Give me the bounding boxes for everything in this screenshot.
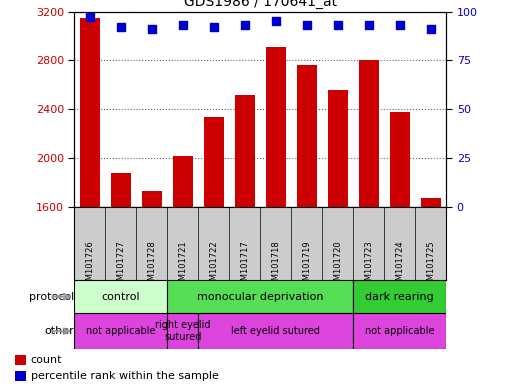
Text: not applicable: not applicable	[86, 326, 155, 336]
Text: monocular deprivation: monocular deprivation	[197, 291, 324, 302]
Bar	[421, 197, 441, 384]
Bar	[353, 313, 446, 349]
Point	[86, 14, 94, 20]
Point	[210, 24, 218, 30]
Text: GSM101724: GSM101724	[396, 240, 404, 291]
Text: GSM101721: GSM101721	[179, 240, 187, 291]
Point	[117, 24, 125, 30]
Text: GSM101717: GSM101717	[241, 240, 249, 291]
Bar	[390, 112, 410, 384]
Bar	[353, 280, 446, 313]
Text: percentile rank within the sample: percentile rank within the sample	[31, 371, 219, 381]
Bar	[80, 18, 100, 384]
Text: GSM101728: GSM101728	[147, 240, 156, 291]
Title: GDS1986 / 170641_at: GDS1986 / 170641_at	[184, 0, 337, 9]
Bar	[328, 90, 348, 384]
Point	[148, 26, 156, 32]
Bar	[167, 280, 353, 313]
Text: not applicable: not applicable	[365, 326, 435, 336]
Bar	[235, 95, 255, 384]
Bar	[359, 60, 379, 384]
Bar	[74, 280, 167, 313]
Point	[241, 22, 249, 28]
Bar	[74, 313, 167, 349]
Bar	[15, 355, 27, 365]
Text: GSM101719: GSM101719	[302, 240, 311, 291]
Text: GSM101718: GSM101718	[271, 240, 280, 291]
Bar	[199, 313, 353, 349]
Bar	[15, 371, 27, 381]
Point	[272, 18, 280, 25]
Text: GSM101723: GSM101723	[364, 240, 373, 291]
Bar	[297, 65, 317, 384]
Text: count: count	[31, 355, 62, 365]
Text: control: control	[102, 291, 140, 302]
Point	[179, 22, 187, 28]
Point	[334, 22, 342, 28]
Text: right eyelid
sutured: right eyelid sutured	[155, 320, 211, 342]
Point	[303, 22, 311, 28]
Text: dark rearing: dark rearing	[365, 291, 434, 302]
Text: protocol: protocol	[29, 291, 74, 302]
Bar	[142, 192, 162, 384]
Bar	[266, 47, 286, 384]
Bar	[167, 313, 199, 349]
Point	[427, 26, 435, 32]
Bar	[111, 173, 131, 384]
Bar	[204, 117, 224, 384]
Text: GSM101726: GSM101726	[85, 240, 94, 291]
Text: GSM101727: GSM101727	[116, 240, 125, 291]
Text: GSM101720: GSM101720	[333, 240, 342, 291]
Bar	[173, 156, 193, 384]
Text: GSM101725: GSM101725	[426, 240, 436, 291]
Text: left eyelid sutured: left eyelid sutured	[231, 326, 320, 336]
Text: other: other	[44, 326, 74, 336]
Text: GSM101722: GSM101722	[209, 240, 219, 291]
Point	[365, 22, 373, 28]
Point	[396, 22, 404, 28]
